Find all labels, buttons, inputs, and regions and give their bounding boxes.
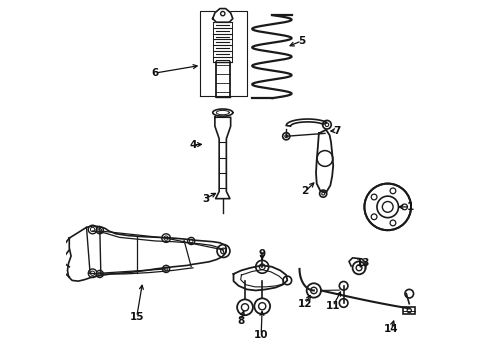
Polygon shape <box>213 109 233 116</box>
Polygon shape <box>215 117 231 199</box>
Polygon shape <box>68 226 226 281</box>
Circle shape <box>365 184 411 230</box>
Text: 11: 11 <box>326 301 340 311</box>
Text: 15: 15 <box>129 312 144 322</box>
Text: 12: 12 <box>298 299 313 309</box>
Text: 1: 1 <box>406 202 414 212</box>
Bar <box>403 307 416 315</box>
Text: 9: 9 <box>259 248 266 258</box>
Text: 5: 5 <box>298 36 305 46</box>
Text: 2: 2 <box>302 186 309 197</box>
Text: 10: 10 <box>254 330 269 340</box>
Text: 7: 7 <box>333 126 340 135</box>
Polygon shape <box>213 9 233 22</box>
Text: 14: 14 <box>384 324 399 334</box>
Text: 8: 8 <box>237 316 245 325</box>
Polygon shape <box>234 265 287 291</box>
Text: 6: 6 <box>151 68 158 78</box>
Polygon shape <box>286 119 327 126</box>
Bar <box>403 307 416 315</box>
Text: 4: 4 <box>189 140 196 150</box>
Polygon shape <box>316 130 333 193</box>
Text: 13: 13 <box>355 258 370 268</box>
Text: 3: 3 <box>202 194 209 204</box>
